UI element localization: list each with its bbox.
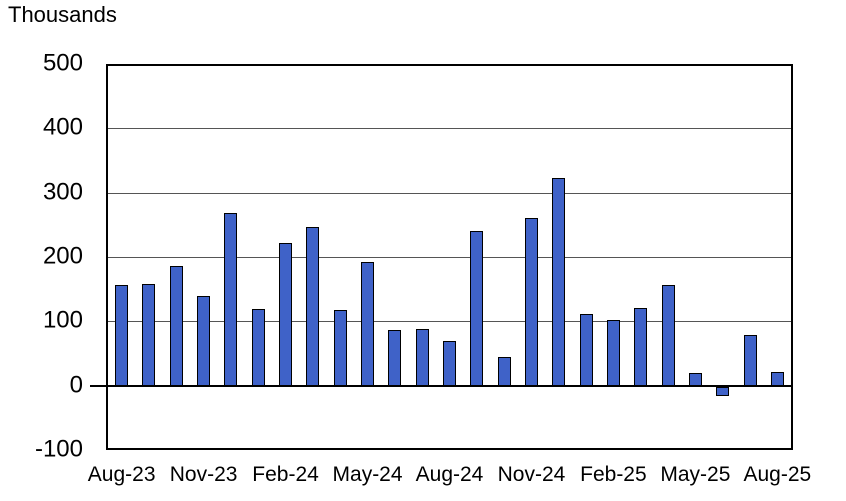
bar-Nov-23 [197, 295, 211, 386]
gridline-100 [108, 321, 791, 323]
chart-title: Thousands [8, 2, 117, 27]
bar-Oct-23 [169, 266, 183, 386]
zero-axis-line [90, 384, 791, 387]
bar-May-25 [688, 372, 702, 386]
bar-Jan-25 [579, 313, 593, 386]
bar-Jun-24 [388, 329, 402, 386]
bar-Dec-24 [552, 177, 566, 386]
bar-Feb-25 [606, 320, 620, 386]
bar-Nov-24 [524, 217, 538, 386]
x-axis-label-Aug-25: Aug-25 [743, 463, 812, 486]
bar-Jul-24 [415, 329, 429, 386]
x-axis-label-Nov-24: Nov-24 [497, 463, 566, 486]
bar-Dec-23 [224, 212, 238, 386]
x-axis-label-Aug-23: Aug-23 [87, 463, 156, 486]
y-axis-label-100: 100 [42, 306, 83, 334]
x-axis-label-Feb-25: Feb-25 [580, 463, 647, 486]
bar-Aug-25 [770, 371, 784, 386]
bar-Apr-24 [333, 309, 347, 386]
bar-Aug-24 [443, 340, 456, 386]
bar-May-24 [361, 261, 375, 386]
gridline-400 [108, 128, 791, 130]
gridline-300 [108, 192, 791, 194]
bar-Jan-24 [251, 309, 265, 386]
bar-Jul-25 [743, 335, 757, 386]
x-axis-label-Feb-24: Feb-24 [252, 463, 319, 486]
bar-Oct-24 [497, 357, 511, 386]
bar-Aug-23 [115, 285, 129, 386]
x-axis-label-Aug-24: Aug-24 [415, 463, 484, 486]
y-axis-label-400: 400 [42, 113, 83, 141]
y-axis-label-300: 300 [42, 178, 83, 206]
bar-Feb-24 [279, 242, 293, 386]
gridline-200 [108, 257, 791, 258]
bar-Mar-25 [634, 308, 648, 386]
y-axis-label-200: 200 [42, 242, 83, 270]
y-axis-label-500: 500 [42, 49, 83, 77]
x-axis-label-May-24: May-24 [332, 463, 403, 486]
x-axis-label-May-25: May-25 [660, 463, 731, 486]
x-axis-label-Nov-23: Nov-23 [169, 463, 238, 486]
y-axis-label-0: 0 [69, 371, 83, 399]
bar-Jun-25 [716, 386, 730, 397]
bar-Sep-23 [142, 284, 156, 386]
y-axis-label--100: -100 [34, 435, 83, 463]
bar-Sep-24 [470, 231, 484, 386]
bar-Apr-25 [661, 284, 675, 386]
plot-area [90, 64, 793, 450]
bar-Mar-24 [306, 227, 320, 386]
